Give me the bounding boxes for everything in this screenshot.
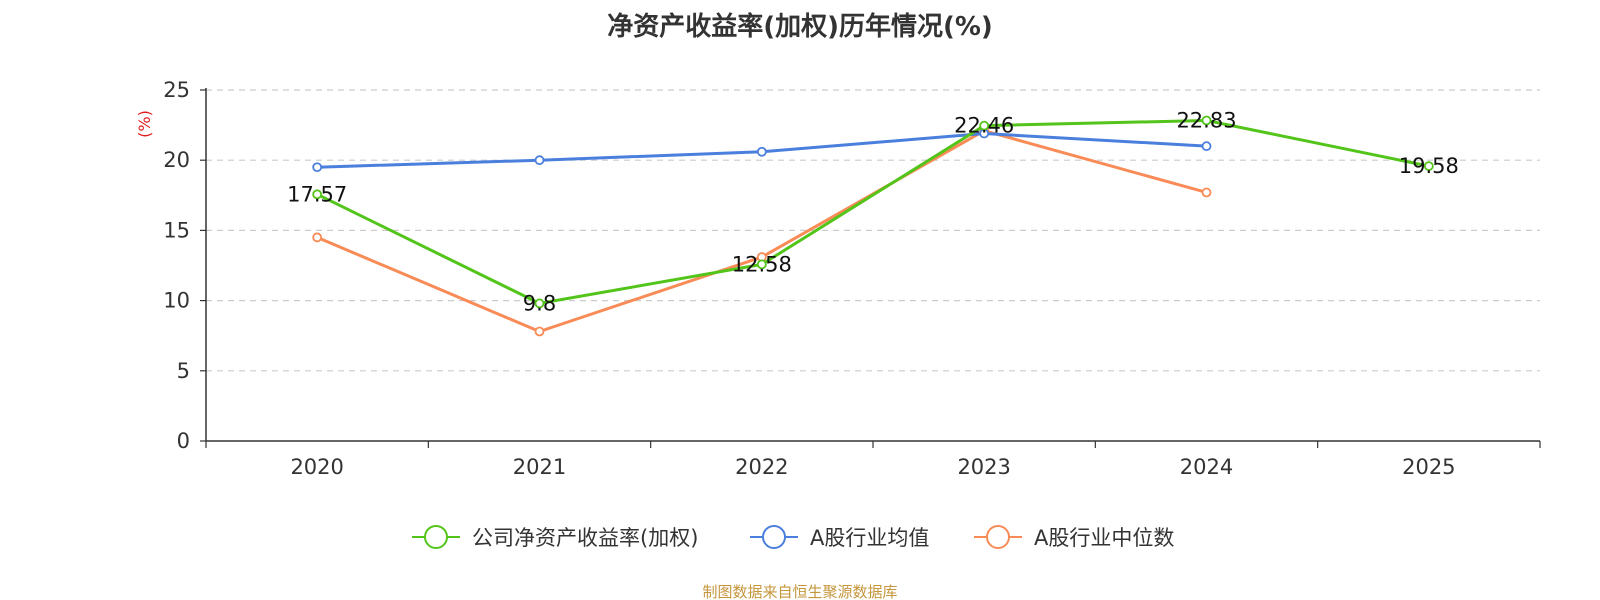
series-line-0 <box>316 118 1430 305</box>
data-label-2023: 22.46 <box>954 114 1014 138</box>
data-label-2025: 19.58 <box>1399 154 1459 178</box>
legend-label-0: 公司净资产收益率(加权) <box>472 526 698 550</box>
data-label-2022: 12.58 <box>732 252 792 276</box>
y-tick-label-10: 10 <box>163 289 190 313</box>
series-line-2 <box>316 129 1207 333</box>
x-tick-label-2024: 2024 <box>1180 455 1233 479</box>
series-0-point-2025 <box>1423 161 1434 171</box>
series-1-point-2024 <box>1201 141 1212 152</box>
x-tick-label-2025: 2025 <box>1402 455 1455 479</box>
legend-item-0[interactable]: 公司净资产收益率(加权) <box>412 525 698 550</box>
y-tick-label-15: 15 <box>163 218 190 242</box>
series-lines <box>312 115 1434 337</box>
series-2-point-2021 <box>534 326 545 337</box>
series-1-point-2021 <box>534 155 545 166</box>
x-tick-label-2023: 2023 <box>957 455 1010 479</box>
grid-lines <box>206 89 1540 372</box>
x-tick-label-2022: 2022 <box>735 455 788 479</box>
y-tick-label-0: 0 <box>177 429 190 453</box>
y-tick-label-5: 5 <box>177 359 190 383</box>
series-0-point-2022 <box>756 259 767 270</box>
legend-label-1: A股行业均值 <box>810 526 929 550</box>
y-tick-label-20: 20 <box>163 148 190 172</box>
legend-marker-1 <box>762 525 786 549</box>
legend[interactable]: 公司净资产收益率(加权) A股行业均值 A股行业中位数 <box>412 525 1174 550</box>
series-1-point-2020 <box>312 162 323 173</box>
legend-item-2[interactable]: A股行业中位数 <box>974 525 1174 550</box>
y-axis-label: (%) <box>135 110 154 138</box>
series-1-point-2022 <box>756 146 767 157</box>
legend-marker-0 <box>424 525 448 549</box>
series-0-point-2023 <box>979 120 990 131</box>
x-tick-label-2021: 2021 <box>513 455 566 479</box>
data-labels: 17.57 9.8 12.58 22.46 22.83 19.58 <box>287 108 1459 315</box>
legend-item-1[interactable]: A股行业均值 <box>750 525 929 550</box>
series-0-point-2021 <box>534 298 545 309</box>
series-0-point-2024 <box>1201 115 1212 126</box>
y-tick-label-25: 25 <box>163 78 190 102</box>
legend-label-2: A股行业中位数 <box>1034 526 1174 550</box>
data-label-2024: 22.83 <box>1176 108 1236 132</box>
chart-title: 净资产收益率(加权)历年情况(%) <box>607 12 993 42</box>
legend-marker-2 <box>986 525 1010 549</box>
data-label-2021: 9.8 <box>523 291 556 315</box>
series-2-point-2020 <box>312 232 323 243</box>
x-tick-label-2020: 2020 <box>290 455 343 479</box>
series-0-point-2020 <box>312 189 323 200</box>
data-label-2020: 17.57 <box>287 182 347 206</box>
source-text: 制图数据来自恒生聚源数据库 <box>702 583 898 600</box>
series-2-point-2024 <box>1201 187 1212 198</box>
